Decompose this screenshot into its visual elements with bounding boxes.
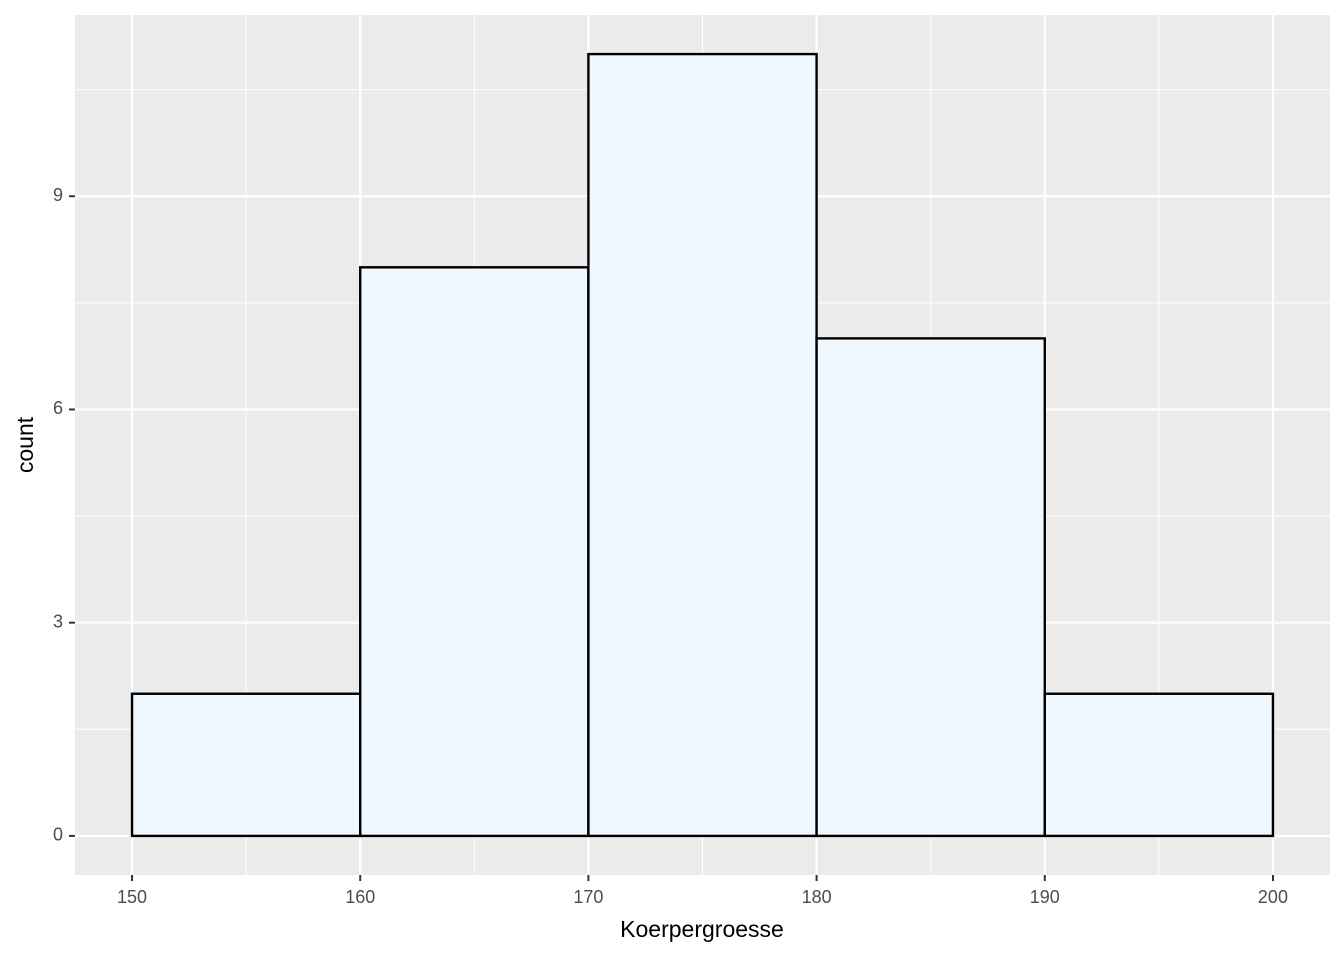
y-tick-label: 0 <box>53 825 63 845</box>
y-tick-label: 9 <box>53 185 63 205</box>
bar <box>130 692 362 838</box>
y-axis-title: count <box>12 416 38 473</box>
x-axis-title: Koerpergroesse <box>620 916 784 942</box>
x-tick-label: 180 <box>802 887 832 907</box>
axes: 150 160 170 180 190 200 0 3 6 9 <box>53 185 1288 907</box>
bar <box>1043 692 1275 838</box>
x-tick-label: 200 <box>1258 887 1288 907</box>
bars <box>130 52 1275 838</box>
y-tick-label: 6 <box>53 398 63 418</box>
x-tick-label: 170 <box>573 887 603 907</box>
bar <box>587 52 818 838</box>
x-tick-label: 150 <box>117 887 147 907</box>
bar <box>815 337 1046 838</box>
x-tick-label: 160 <box>345 887 375 907</box>
y-tick-label: 3 <box>53 611 63 631</box>
x-tick-label: 190 <box>1030 887 1060 907</box>
bar <box>359 266 590 838</box>
